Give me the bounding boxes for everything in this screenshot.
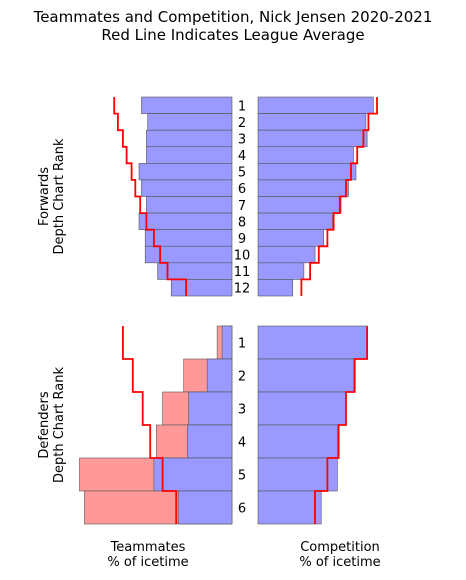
forwards-rank-tick: 10	[234, 249, 251, 264]
forwards-competition-panel	[257, 96, 378, 297]
defenders-competition-panel	[257, 325, 368, 525]
competition-x-label-line-1: Competition	[300, 540, 380, 555]
forwards-teammates-bar	[141, 179, 233, 197]
forwards-rank-tick: 1	[238, 99, 246, 114]
chart-title: Teammates and Competition, Nick Jensen 2…	[33, 8, 433, 26]
forwards-competition-bar	[257, 113, 367, 131]
defenders-y-axis-label: Defenders Depth Chart Rank	[37, 367, 67, 484]
forwards-y-label-line-2: Depth Chart Rank	[52, 138, 67, 255]
forwards-teammates-bar	[141, 96, 233, 114]
forwards-rank-tick: 12	[234, 282, 251, 297]
forwards-competition-bar	[257, 146, 354, 164]
forwards-teammates-bar	[146, 146, 233, 164]
defenders-rank-tick: 2	[238, 370, 246, 385]
defenders-teammates-bar	[153, 457, 233, 492]
defenders-y-label-line-1: Defenders	[37, 391, 52, 458]
forwards-teammates-bar	[138, 212, 233, 230]
teammates-x-label-line-1: Teammates	[110, 540, 186, 555]
competition-x-axis-label: Competition% of icetime	[299, 540, 380, 570]
defenders-teammates-bar	[187, 424, 233, 459]
forwards-competition-bar	[257, 196, 342, 214]
forwards-competition-bar	[257, 279, 294, 297]
defenders-rank-tick: 4	[238, 436, 246, 451]
forwards-competition-bar	[257, 163, 357, 181]
forwards-competition-bar	[257, 262, 305, 280]
forwards-rank-tick: 2	[238, 116, 246, 131]
forwards-rank-tick: 4	[238, 149, 246, 164]
forwards-teammates-bar	[146, 196, 233, 214]
forwards-rank-tick: 3	[238, 132, 246, 147]
defenders-competition-bar	[257, 391, 347, 426]
forwards-rank-tick: 6	[238, 182, 246, 197]
forwards-rank-tick: 9	[238, 232, 246, 247]
defenders-competition-bar	[257, 325, 368, 360]
defenders-teammates-panel	[79, 325, 233, 525]
chart-subtitle: Red Line Indicates League Average	[101, 26, 364, 44]
forwards-competition-bar	[257, 245, 316, 264]
forwards-rank-tick: 11	[234, 265, 251, 280]
teammates-x-axis-label: Teammates% of icetime	[107, 540, 188, 570]
defenders-rank-tick: 3	[238, 403, 246, 418]
forwards-competition-bar	[257, 96, 374, 114]
forwards-teammates-bar	[170, 279, 233, 297]
forwards-competition-average-line	[300, 97, 378, 296]
forwards-competition-bar	[257, 179, 349, 197]
competition-x-label-line-2: % of icetime	[299, 555, 380, 570]
forwards-teammates-panel	[113, 96, 233, 297]
forwards-y-label-line-1: Forwards	[37, 167, 52, 226]
defenders-teammates-bar	[188, 391, 233, 426]
defenders-competition-bar	[257, 490, 322, 525]
defenders-teammates-bar	[221, 325, 233, 360]
defenders-competition-bar	[257, 457, 338, 492]
forwards-teammates-bar	[157, 262, 233, 280]
forwards-competition-bar	[257, 129, 368, 148]
defenders-teammates-bar	[206, 358, 233, 393]
defenders-rank-tick: 6	[238, 502, 246, 517]
defenders-competition-average-line	[314, 326, 368, 524]
forwards-competition-bar	[257, 212, 333, 230]
forwards-teammates-bar	[146, 129, 233, 148]
forwards-rank-tick: 8	[238, 215, 246, 230]
defenders-competition-bar	[257, 358, 354, 393]
defenders-competition-bar	[257, 424, 338, 459]
forwards-teammates-bar	[144, 229, 233, 247]
defenders-teammates-bar	[178, 490, 233, 525]
defenders-rank-ticks: 1 2 3 4 5 6	[238, 337, 246, 517]
forwards-teammates-bar	[138, 163, 233, 181]
forwards-competition-bar	[257, 229, 325, 247]
defenders-rank-tick: 1	[238, 337, 246, 352]
defenders-rank-tick: 5	[238, 469, 246, 484]
forwards-teammates-average-line	[113, 97, 187, 296]
forwards-y-axis-label: Forwards Depth Chart Rank	[37, 138, 67, 255]
forwards-teammates-bar	[144, 245, 233, 264]
defenders-y-label-line-2: Depth Chart Rank	[52, 367, 67, 484]
defenders-teammates-average-line	[122, 326, 178, 524]
forwards-teammates-bar	[147, 113, 233, 131]
forwards-rank-tick: 5	[238, 166, 246, 181]
teammates-x-label-line-2: % of icetime	[107, 555, 188, 570]
forwards-rank-tick: 7	[238, 199, 246, 214]
